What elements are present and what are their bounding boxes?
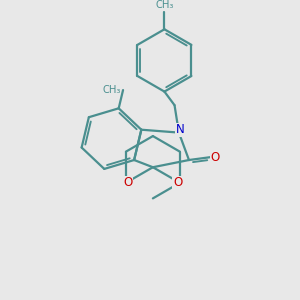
Text: N: N (176, 123, 185, 136)
Text: O: O (210, 151, 220, 164)
Text: CH₃: CH₃ (102, 85, 121, 95)
Text: CH₃: CH₃ (155, 0, 174, 10)
Text: O: O (124, 176, 133, 189)
Text: O: O (173, 176, 182, 189)
